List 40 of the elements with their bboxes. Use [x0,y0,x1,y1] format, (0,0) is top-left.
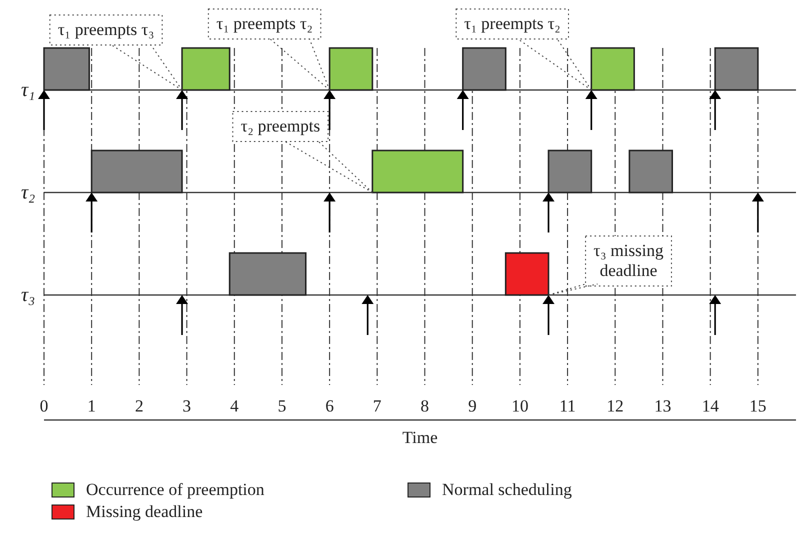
x-tick-label: 12 [606,396,624,416]
bar [43,47,90,91]
bar [462,47,506,91]
bar [328,47,374,91]
x-tick-label: 8 [420,396,430,416]
y-tick-label: τ₃ [20,284,36,306]
x-tick-label: 7 [372,396,382,416]
bar [714,47,759,91]
x-tick-label: 2 [134,396,144,416]
annotation: τ₃ missing deadline [594,241,664,280]
x-tick-label: 4 [230,396,240,416]
x-tick-label: 13 [654,396,672,416]
annotation: τ₁ preempts τ₃ [58,20,154,39]
annotation: τ₁ preempts τ₂ [216,14,313,33]
y-tick-label: τ₂ [20,182,36,204]
bar [628,150,674,194]
x-tick-label: 6 [325,396,334,416]
legend-label: Missing deadline [86,502,203,521]
x-axis-title: Time [402,428,438,447]
legend-label: Normal scheduling [442,480,572,499]
y-tick-label: τ₁ [20,79,36,101]
annotation: τ₂ preempts [240,116,320,136]
bar [504,252,550,296]
legend-label: Occurrence of preemption [86,480,265,499]
x-tick-label: 14 [702,396,720,416]
x-tick-label: 1 [87,396,96,416]
bar [372,150,464,194]
bar [548,150,592,194]
x-tick-label: 3 [182,396,192,416]
x-tick-label: 15 [749,396,766,416]
x-tick-label: 9 [468,396,477,416]
x-tick-label: 5 [278,396,286,416]
annotation: τ₁ preempts τ₂ [464,14,561,33]
bar [90,150,183,194]
x-tick-label: 10 [511,396,528,416]
bar [228,252,307,296]
x-tick-label: 0 [40,396,48,416]
bar [590,47,635,91]
x-tick-label: 11 [559,396,576,416]
bar [181,47,230,91]
